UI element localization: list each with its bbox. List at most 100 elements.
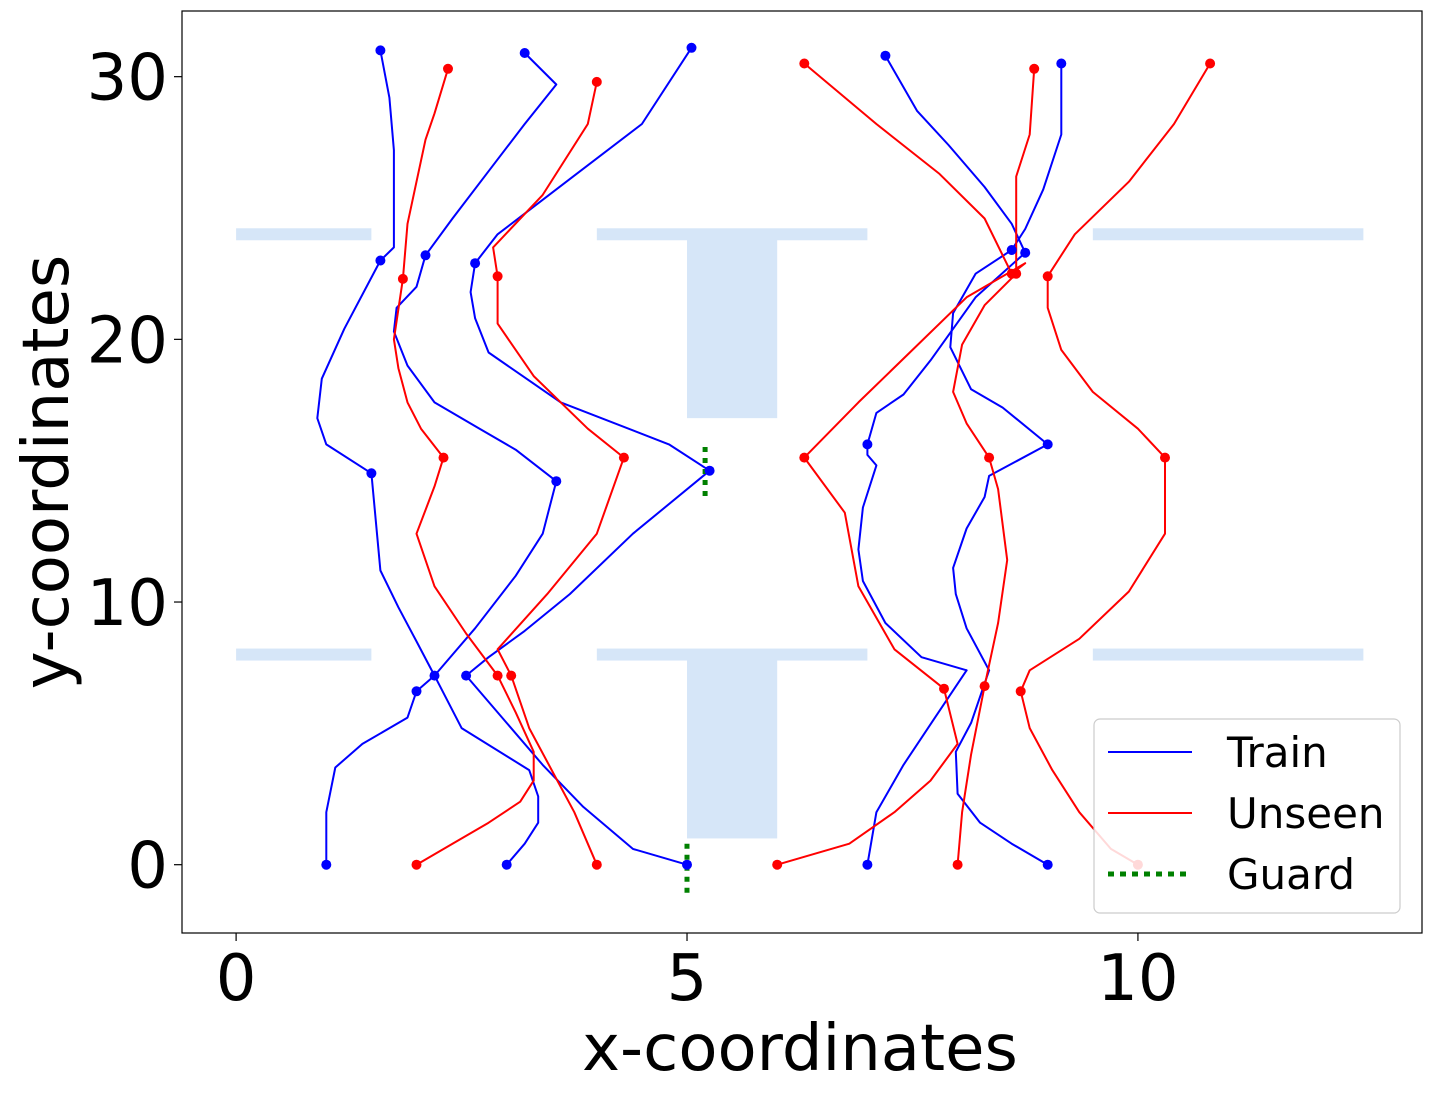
trajectory-train-7: [424, 52, 558, 257]
waypoint-marker-unseen-37-0: [1160, 452, 1170, 463]
trajectory-unseen-32: [956, 685, 986, 866]
waypoint-marker-unseen-24-0: [591, 859, 602, 870]
waypoint-marker-train-9-0: [704, 465, 715, 476]
trajectory-unseen-21: [415, 456, 499, 677]
waypoint-marker-train-18-0: [1006, 245, 1017, 255]
waypoint-marker-unseen-25-0: [618, 452, 629, 463]
trajectory-unseen-30: [803, 262, 1027, 459]
obstacle-layer: [236, 228, 1364, 839]
trajectory-train-8: [465, 674, 688, 866]
waypoint-marker-train-15-0: [880, 50, 891, 61]
trajectory-train-6: [392, 254, 558, 483]
trajectory-train-13: [857, 443, 968, 672]
marker-layer: [321, 42, 1216, 870]
x-axis-label: x-coordinates: [582, 1012, 1018, 1086]
x-tick-label-5: 5: [667, 942, 708, 1016]
waypoint-marker-unseen-31-0: [799, 58, 810, 69]
waypoint-marker-unseen-24-1: [506, 670, 517, 681]
trajectory-unseen-25: [496, 456, 625, 677]
obstacle-bar-1: [596, 228, 868, 241]
waypoint-marker-train-8-0: [682, 859, 692, 870]
trajectory-unseen-35: [1015, 67, 1036, 275]
obstacle-block-1: [687, 654, 778, 839]
legend-label-unseen: Unseen: [1227, 789, 1385, 838]
waypoint-marker-train-14-0: [1020, 247, 1031, 258]
obstacle-bar-0: [236, 228, 372, 241]
x-tick-label-0: 0: [216, 942, 257, 1016]
trajectory-unseen-24: [510, 674, 598, 866]
waypoint-marker-unseen-34-0: [1011, 268, 1022, 279]
trajectory-unseen-39: [1046, 62, 1212, 278]
trajectory-unseen-33: [983, 456, 1009, 688]
waypoint-marker-unseen-39-0: [1205, 58, 1216, 69]
waypoint-marker-unseen-29-0: [799, 452, 810, 463]
waypoint-marker-unseen-32-0: [952, 859, 963, 870]
waypoint-marker-train-0-1: [411, 686, 422, 697]
trajectory-train-10: [469, 262, 711, 472]
trajectory-unseen-20: [415, 674, 535, 866]
trajectory-train-19: [1010, 62, 1063, 251]
trajectory-train-16: [954, 669, 1049, 866]
trajectory-train-2: [316, 259, 382, 475]
waypoint-marker-train-2-0: [375, 255, 386, 266]
waypoint-marker-unseen-36-1: [1015, 686, 1026, 697]
waypoint-marker-unseen-20-1: [492, 670, 503, 681]
trajectory-unseen-37: [1019, 456, 1166, 693]
x-tick-label-10: 10: [1097, 942, 1178, 1016]
waypoint-marker-train-19-0: [1056, 58, 1067, 69]
trajectory-train-11: [474, 46, 693, 265]
waypoint-marker-unseen-32-1: [979, 681, 990, 692]
waypoint-marker-train-11-0: [686, 42, 697, 53]
waypoint-marker-train-1-0: [366, 468, 377, 479]
legend-box: [1093, 718, 1401, 914]
waypoint-marker-unseen-38-0: [1042, 271, 1053, 282]
obstacle-bar-3: [236, 648, 372, 661]
waypoint-marker-train-13-0: [862, 439, 873, 450]
trajectory-unseen-26: [496, 275, 625, 459]
y-tick-label-10: 10: [87, 567, 168, 641]
waypoint-marker-unseen-20-0: [411, 859, 422, 870]
waypoint-marker-unseen-23-0: [443, 63, 453, 74]
trajectory-train-12: [866, 669, 968, 866]
tick-layer: 0 5 10 0 10 20 30: [87, 42, 1179, 1016]
trajectory-unseen-31: [803, 62, 1013, 275]
waypoint-marker-train-17-0: [1042, 439, 1053, 450]
waypoint-marker-train-4-1: [429, 670, 440, 681]
legend-label-guard: Guard: [1227, 850, 1355, 899]
trajectory-train-3: [379, 49, 395, 262]
trajectory-train-5: [433, 480, 558, 677]
y-tick-label-0: 0: [127, 830, 168, 904]
trajectory-train-4: [433, 674, 540, 866]
obstacle-bar-5: [1092, 648, 1364, 661]
legend: Train Unseen Guard: [1093, 718, 1401, 914]
series-layer: [316, 46, 1212, 897]
waypoint-marker-train-16-0: [1042, 859, 1053, 870]
plot-frame: [181, 10, 1423, 934]
trajectory-unseen-28: [776, 687, 959, 866]
y-axis-label: y-coordinates: [10, 255, 84, 690]
trajectory-unseen-27: [492, 80, 598, 278]
waypoint-marker-train-4-0: [501, 859, 512, 870]
trajectory-train-18: [949, 249, 1049, 446]
obstacle-bar-2: [1092, 228, 1364, 241]
trajectory-train-17: [952, 443, 1049, 672]
trajectory-unseen-22: [392, 277, 445, 459]
waypoint-marker-unseen-22-0: [397, 273, 408, 284]
trajectory-train-15: [884, 54, 1027, 254]
trajectory-train-14: [866, 251, 1027, 446]
trajectory-unseen-38: [1046, 275, 1166, 459]
waypoint-marker-train-8-1: [461, 670, 472, 681]
waypoint-marker-train-6-0: [420, 250, 431, 261]
obstacle-bar-4: [596, 648, 868, 661]
y-tick-label-20: 20: [87, 304, 168, 378]
waypoint-marker-unseen-28-0: [772, 859, 783, 870]
waypoint-marker-unseen-27-0: [591, 76, 602, 87]
waypoint-marker-unseen-21-0: [438, 452, 449, 463]
legend-label-train: Train: [1226, 728, 1328, 777]
trajectory-train-9: [465, 469, 711, 677]
waypoint-marker-unseen-35-0: [1029, 63, 1040, 74]
waypoint-marker-train-12-0: [862, 859, 873, 870]
waypoint-marker-train-5-0: [551, 476, 562, 487]
